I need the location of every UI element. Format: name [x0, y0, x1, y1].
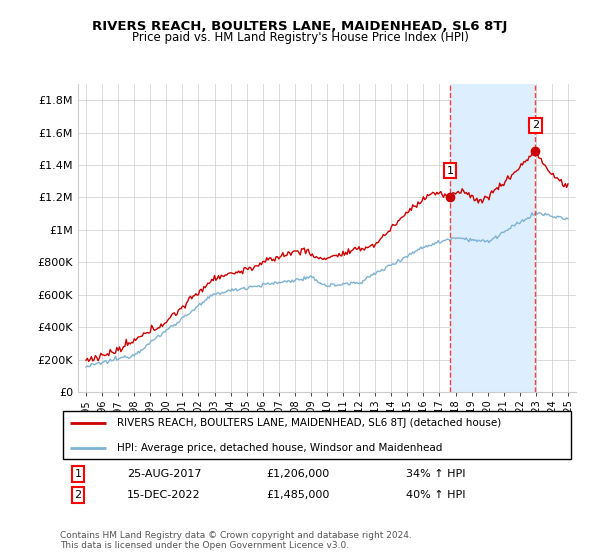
Text: HPI: Average price, detached house, Windsor and Maidenhead: HPI: Average price, detached house, Wind… [117, 442, 442, 452]
Text: 2: 2 [74, 490, 82, 500]
Text: RIVERS REACH, BOULTERS LANE, MAIDENHEAD, SL6 8TJ (detached house): RIVERS REACH, BOULTERS LANE, MAIDENHEAD,… [117, 418, 501, 428]
Text: 25-AUG-2017: 25-AUG-2017 [127, 469, 202, 479]
Text: RIVERS REACH, BOULTERS LANE, MAIDENHEAD, SL6 8TJ: RIVERS REACH, BOULTERS LANE, MAIDENHEAD,… [92, 20, 508, 32]
Text: Contains HM Land Registry data © Crown copyright and database right 2024.
This d: Contains HM Land Registry data © Crown c… [60, 531, 412, 550]
Text: 2: 2 [532, 120, 539, 130]
Text: 15-DEC-2022: 15-DEC-2022 [127, 490, 201, 500]
Text: 1: 1 [446, 166, 454, 176]
Text: Price paid vs. HM Land Registry's House Price Index (HPI): Price paid vs. HM Land Registry's House … [131, 31, 469, 44]
Text: 1: 1 [74, 469, 82, 479]
Text: £1,206,000: £1,206,000 [266, 469, 329, 479]
FancyBboxPatch shape [62, 412, 571, 459]
Text: 40% ↑ HPI: 40% ↑ HPI [406, 490, 465, 500]
Text: £1,485,000: £1,485,000 [266, 490, 330, 500]
Text: 34% ↑ HPI: 34% ↑ HPI [406, 469, 465, 479]
Bar [450, 84, 535, 392]
